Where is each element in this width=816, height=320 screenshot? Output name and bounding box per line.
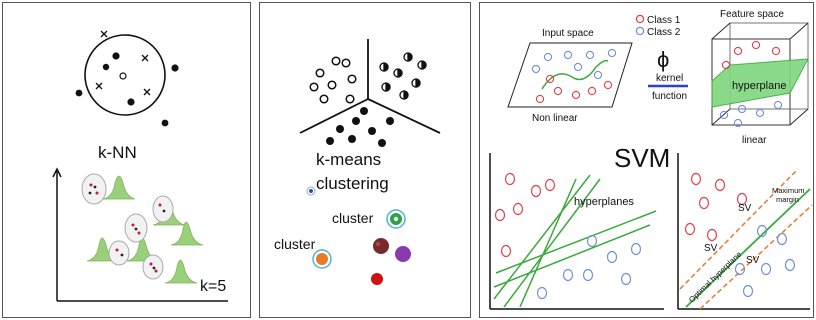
sv-label-3: SV [746,255,760,266]
kmeans-cluster-open [309,56,357,104]
hyperplanes-plot [489,153,664,310]
knn-axes [52,167,228,302]
kmeans-point-maroon [373,238,389,254]
knn-neighborhood [75,30,179,127]
svm-legend: Class 1 Class 2 [635,14,681,38]
margin-label: margin [776,195,799,204]
kmeans-title-line2: clustering [316,174,389,193]
kmeans-centroid-orange [312,249,332,269]
function-label: function [652,91,687,102]
kmeans-cluster-filled [326,107,394,147]
kmeans-cluster-label-2: cluster [274,236,316,252]
hyperplanes-label: hyperplanes [574,196,634,208]
knn-panel: k-NN [2,2,251,318]
optimal-hyperplane-plot: SV SV SV Maximum margin Optimal hyperpla… [677,153,813,310]
kmeans-cluster-label-1: cluster [332,210,374,226]
knn-distributions [81,173,204,284]
phi-symbol: ϕ [657,47,669,72]
input-space-plane [507,42,633,108]
kmeans-point-red [371,273,383,285]
legend-class2: Class 2 [647,27,681,38]
kernel-label: kernel [656,73,683,84]
kmeans-point-purple [395,246,411,262]
feature-hyperplane [711,58,809,108]
input-space-label: Input space [542,28,594,39]
kmeans-centroid-green [386,209,406,229]
sv-label-1: SV [738,203,752,214]
knn-title: k-NN [98,143,137,162]
knn-k-label: k=5 [200,278,226,295]
kmeans-partition [299,39,441,134]
feature-space-label: Feature space [720,9,784,20]
kmeans-title-line1: k-means [316,150,381,169]
non-linear-label: Non linear [532,113,578,124]
hyperplane-label: hyperplane [732,80,786,92]
optimal-hyperplane-label: Optimal hyperplane [687,249,744,304]
kmeans-panel: k-means clustering cluster cluster [259,2,471,318]
legend-class1: Class 1 [647,15,681,26]
linear-label: linear [742,135,767,146]
sv-label-2: SV [704,243,718,254]
kmeans-cluster-half [379,52,427,100]
maximum-label: Maximum [772,186,805,195]
svm-panel: Input space Non linear Class 1 Class 2 ϕ… [479,2,814,318]
svm-title: SVM [614,143,670,173]
